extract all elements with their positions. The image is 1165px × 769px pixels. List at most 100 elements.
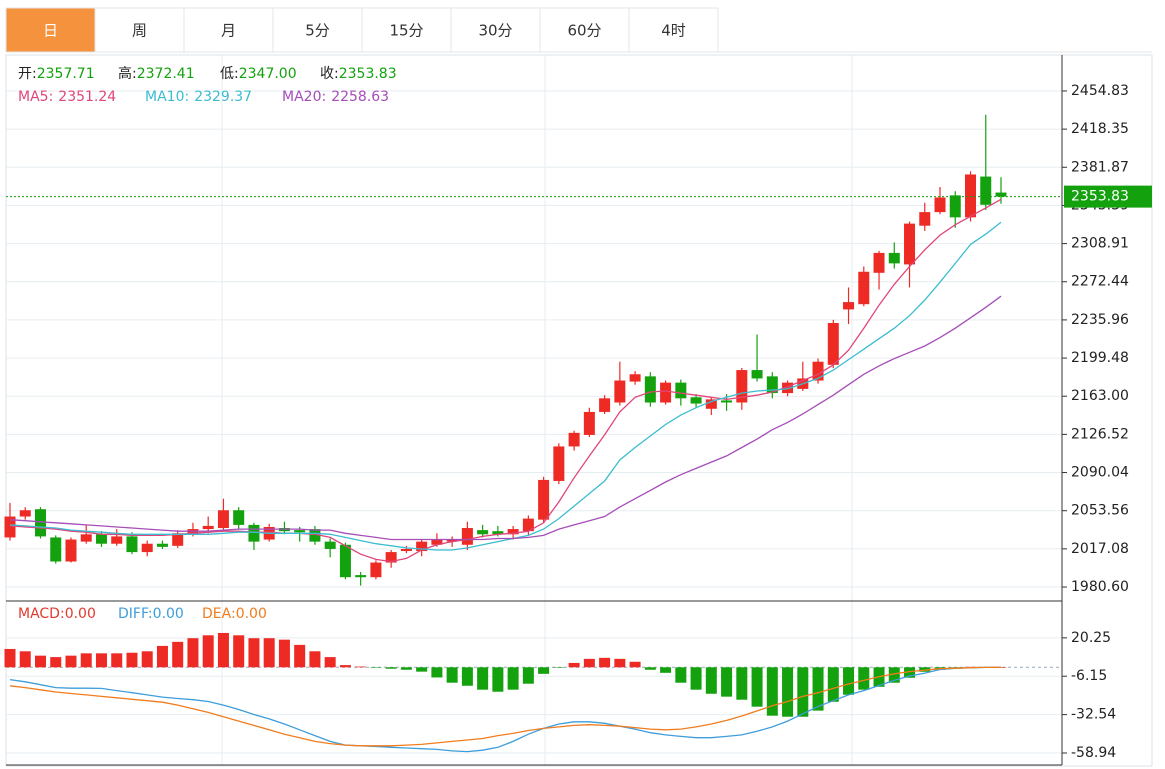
candle-body [675, 382, 687, 399]
tab-bg [450, 7, 541, 53]
macd-bar [339, 665, 351, 668]
tab[interactable]: 15分 [361, 7, 452, 53]
macd-bar [797, 667, 809, 717]
y-tick-label: -6.15 [1071, 668, 1107, 684]
y-tick-label: 1980.60 [1071, 579, 1129, 595]
macd-bar [248, 638, 260, 668]
macd-bar [141, 651, 153, 668]
macd-bar [782, 667, 794, 717]
y-tick-label: 20.25 [1071, 630, 1111, 646]
macd-bar [217, 632, 229, 668]
info-item: MACD:0.00 [18, 606, 96, 622]
candle-body [324, 541, 336, 549]
tab-label: 60分 [567, 22, 601, 40]
tab[interactable]: 周 [94, 7, 185, 53]
y-tick-label: 2199.48 [1071, 350, 1129, 366]
tab-label: 日 [43, 22, 58, 40]
tab[interactable]: 日 [5, 7, 96, 53]
y-tick-label: 2126.52 [1071, 426, 1129, 442]
candle-body [949, 195, 961, 218]
tab[interactable]: 5分 [272, 7, 363, 53]
info-item: 高:2372.41 [118, 65, 195, 82]
legend-value: 2351.24 [58, 89, 116, 105]
candle-body [65, 539, 77, 562]
macd-bar [202, 635, 214, 668]
candle-body [782, 382, 794, 394]
candle-body [766, 376, 778, 394]
candle-body [919, 212, 931, 226]
tab-bg [5, 7, 96, 53]
candle-body [522, 518, 534, 532]
candle-body [477, 530, 489, 535]
legend-name: MA10: [145, 89, 189, 105]
y-tick-label: -58.94 [1071, 745, 1116, 761]
macd-bar [721, 667, 733, 697]
legend-item: MA5: 2351.24 [18, 89, 116, 105]
candle-body [904, 223, 916, 265]
candle-body [721, 400, 733, 403]
tab-bar: 日 周 月 5分 15分 30分 60分 4时 [5, 7, 1152, 53]
tab-label: 周 [132, 22, 147, 40]
macd-bar [736, 667, 748, 700]
candle-body [385, 552, 397, 563]
y-tick-label: -32.54 [1071, 707, 1116, 723]
info-item: 开:2357.71 [18, 66, 95, 82]
last-price-bg [1064, 185, 1152, 208]
legend-value: 2329.37 [194, 89, 252, 105]
candle-body [599, 398, 611, 412]
macd-bar [19, 651, 31, 668]
y-tick-label: 2163.00 [1071, 388, 1129, 404]
plot-layer: 2454.832418.352381.872345.392308.912272.… [4, 65, 1152, 761]
info-value: 2372.41 [137, 66, 195, 82]
macd-bar [4, 648, 16, 668]
info-name: DIFF: [118, 606, 153, 622]
candle-body [568, 432, 580, 447]
info-value: 0.00 [65, 606, 96, 622]
tab[interactable]: 4时 [628, 7, 719, 53]
candle-body [629, 374, 641, 382]
legend-item: MA10: 2329.37 [145, 89, 252, 105]
candle-body [980, 176, 992, 205]
series-line [9, 221, 1002, 551]
macd-bar [80, 653, 92, 668]
candle-body [660, 382, 672, 403]
macd-bar [629, 661, 641, 668]
macd-bar [751, 667, 763, 707]
macd-bar [827, 667, 839, 702]
candle-body [141, 543, 153, 553]
candle-body [80, 534, 92, 542]
info-item: 低:2347.00 [220, 66, 297, 82]
tab[interactable]: 30分 [450, 7, 541, 53]
macd-bar [568, 662, 580, 668]
info-value: 2357.71 [37, 66, 95, 82]
tab-label: 5分 [305, 22, 330, 40]
series-line [9, 666, 1002, 753]
macd-bar [522, 667, 534, 684]
y-tick-label: 2090.04 [1071, 465, 1129, 481]
macd-bar [233, 635, 245, 668]
tab[interactable]: 月 [183, 7, 274, 53]
candle-body [126, 536, 138, 553]
candle-body [431, 539, 443, 545]
info-name: 低: [220, 66, 239, 82]
candle-body [751, 370, 763, 379]
info-item: DIFF:0.00 [118, 606, 184, 622]
candle-body [34, 509, 46, 537]
candle-body [156, 543, 168, 547]
candle-body [705, 399, 717, 409]
tab-label: 15分 [389, 22, 423, 40]
macd-bar [690, 667, 702, 690]
macd-bar [34, 655, 46, 668]
info-name: 开: [18, 66, 37, 82]
tab-bg [183, 7, 274, 53]
y-tick-label: 2418.35 [1071, 121, 1129, 137]
candle-body [309, 529, 321, 542]
legend-value: 2258.63 [331, 89, 389, 105]
tab-bg [628, 7, 719, 53]
macd-bar [400, 667, 412, 670]
tab[interactable]: 60分 [539, 7, 630, 53]
y-tick-label: 2454.83 [1071, 83, 1129, 99]
candle-body [294, 530, 306, 533]
candle-body [400, 548, 412, 552]
